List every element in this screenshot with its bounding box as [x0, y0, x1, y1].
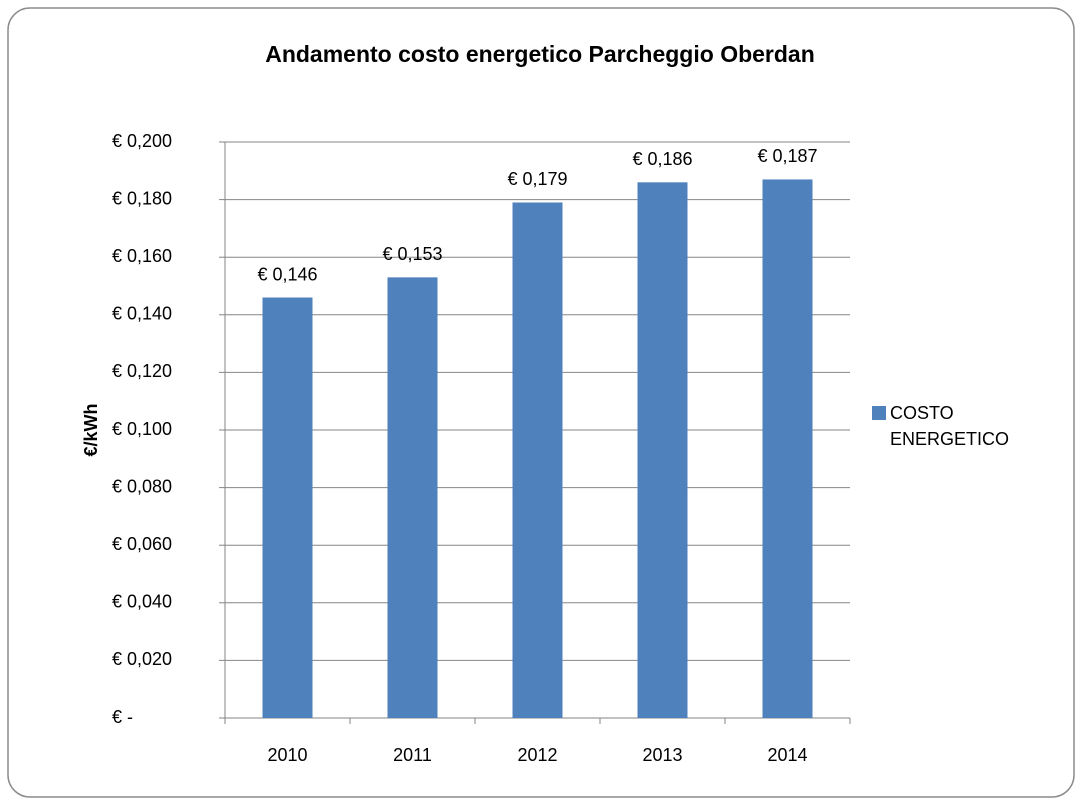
- x-tick-label: 2010: [267, 745, 307, 765]
- y-tick-label: € 0,080: [112, 476, 172, 496]
- x-tick-label: 2012: [517, 745, 557, 765]
- x-tick-label: 2014: [767, 745, 807, 765]
- bar: [637, 182, 688, 718]
- y-axis-label: €/kWh: [81, 403, 101, 456]
- y-tick-label: € 0,120: [112, 361, 172, 381]
- y-tick-label: € 0,040: [112, 592, 172, 612]
- data-label: € 0,186: [632, 149, 692, 169]
- y-tick-label: € 0,140: [112, 304, 172, 324]
- x-tick-label: 2011: [393, 745, 432, 765]
- y-tick-label: € 0,060: [112, 534, 172, 554]
- data-label: € 0,153: [382, 244, 442, 264]
- legend-label: COSTO ENERGETICO: [890, 403, 1010, 449]
- bar: [387, 277, 438, 718]
- y-tick-label: € 0,020: [112, 649, 172, 669]
- legend: COSTO ENERGETICO: [872, 400, 1020, 452]
- y-tick-label: € 0,100: [112, 419, 172, 439]
- data-label: € 0,179: [507, 169, 567, 189]
- chart-title: Andamento costo energetico Parcheggio Ob…: [265, 41, 815, 67]
- data-label: € 0,146: [257, 264, 317, 284]
- bar: [512, 202, 563, 719]
- data-label: € 0,187: [757, 146, 817, 166]
- y-tick-label: € 0,200: [112, 131, 172, 151]
- y-tick-label: € -: [112, 707, 133, 727]
- x-tick-label: 2013: [642, 745, 682, 765]
- legend-swatch: [872, 406, 886, 420]
- bar: [762, 179, 813, 718]
- y-tick-label: € 0,180: [112, 188, 172, 208]
- y-tick-label: € 0,160: [112, 246, 172, 266]
- bar: [262, 297, 313, 718]
